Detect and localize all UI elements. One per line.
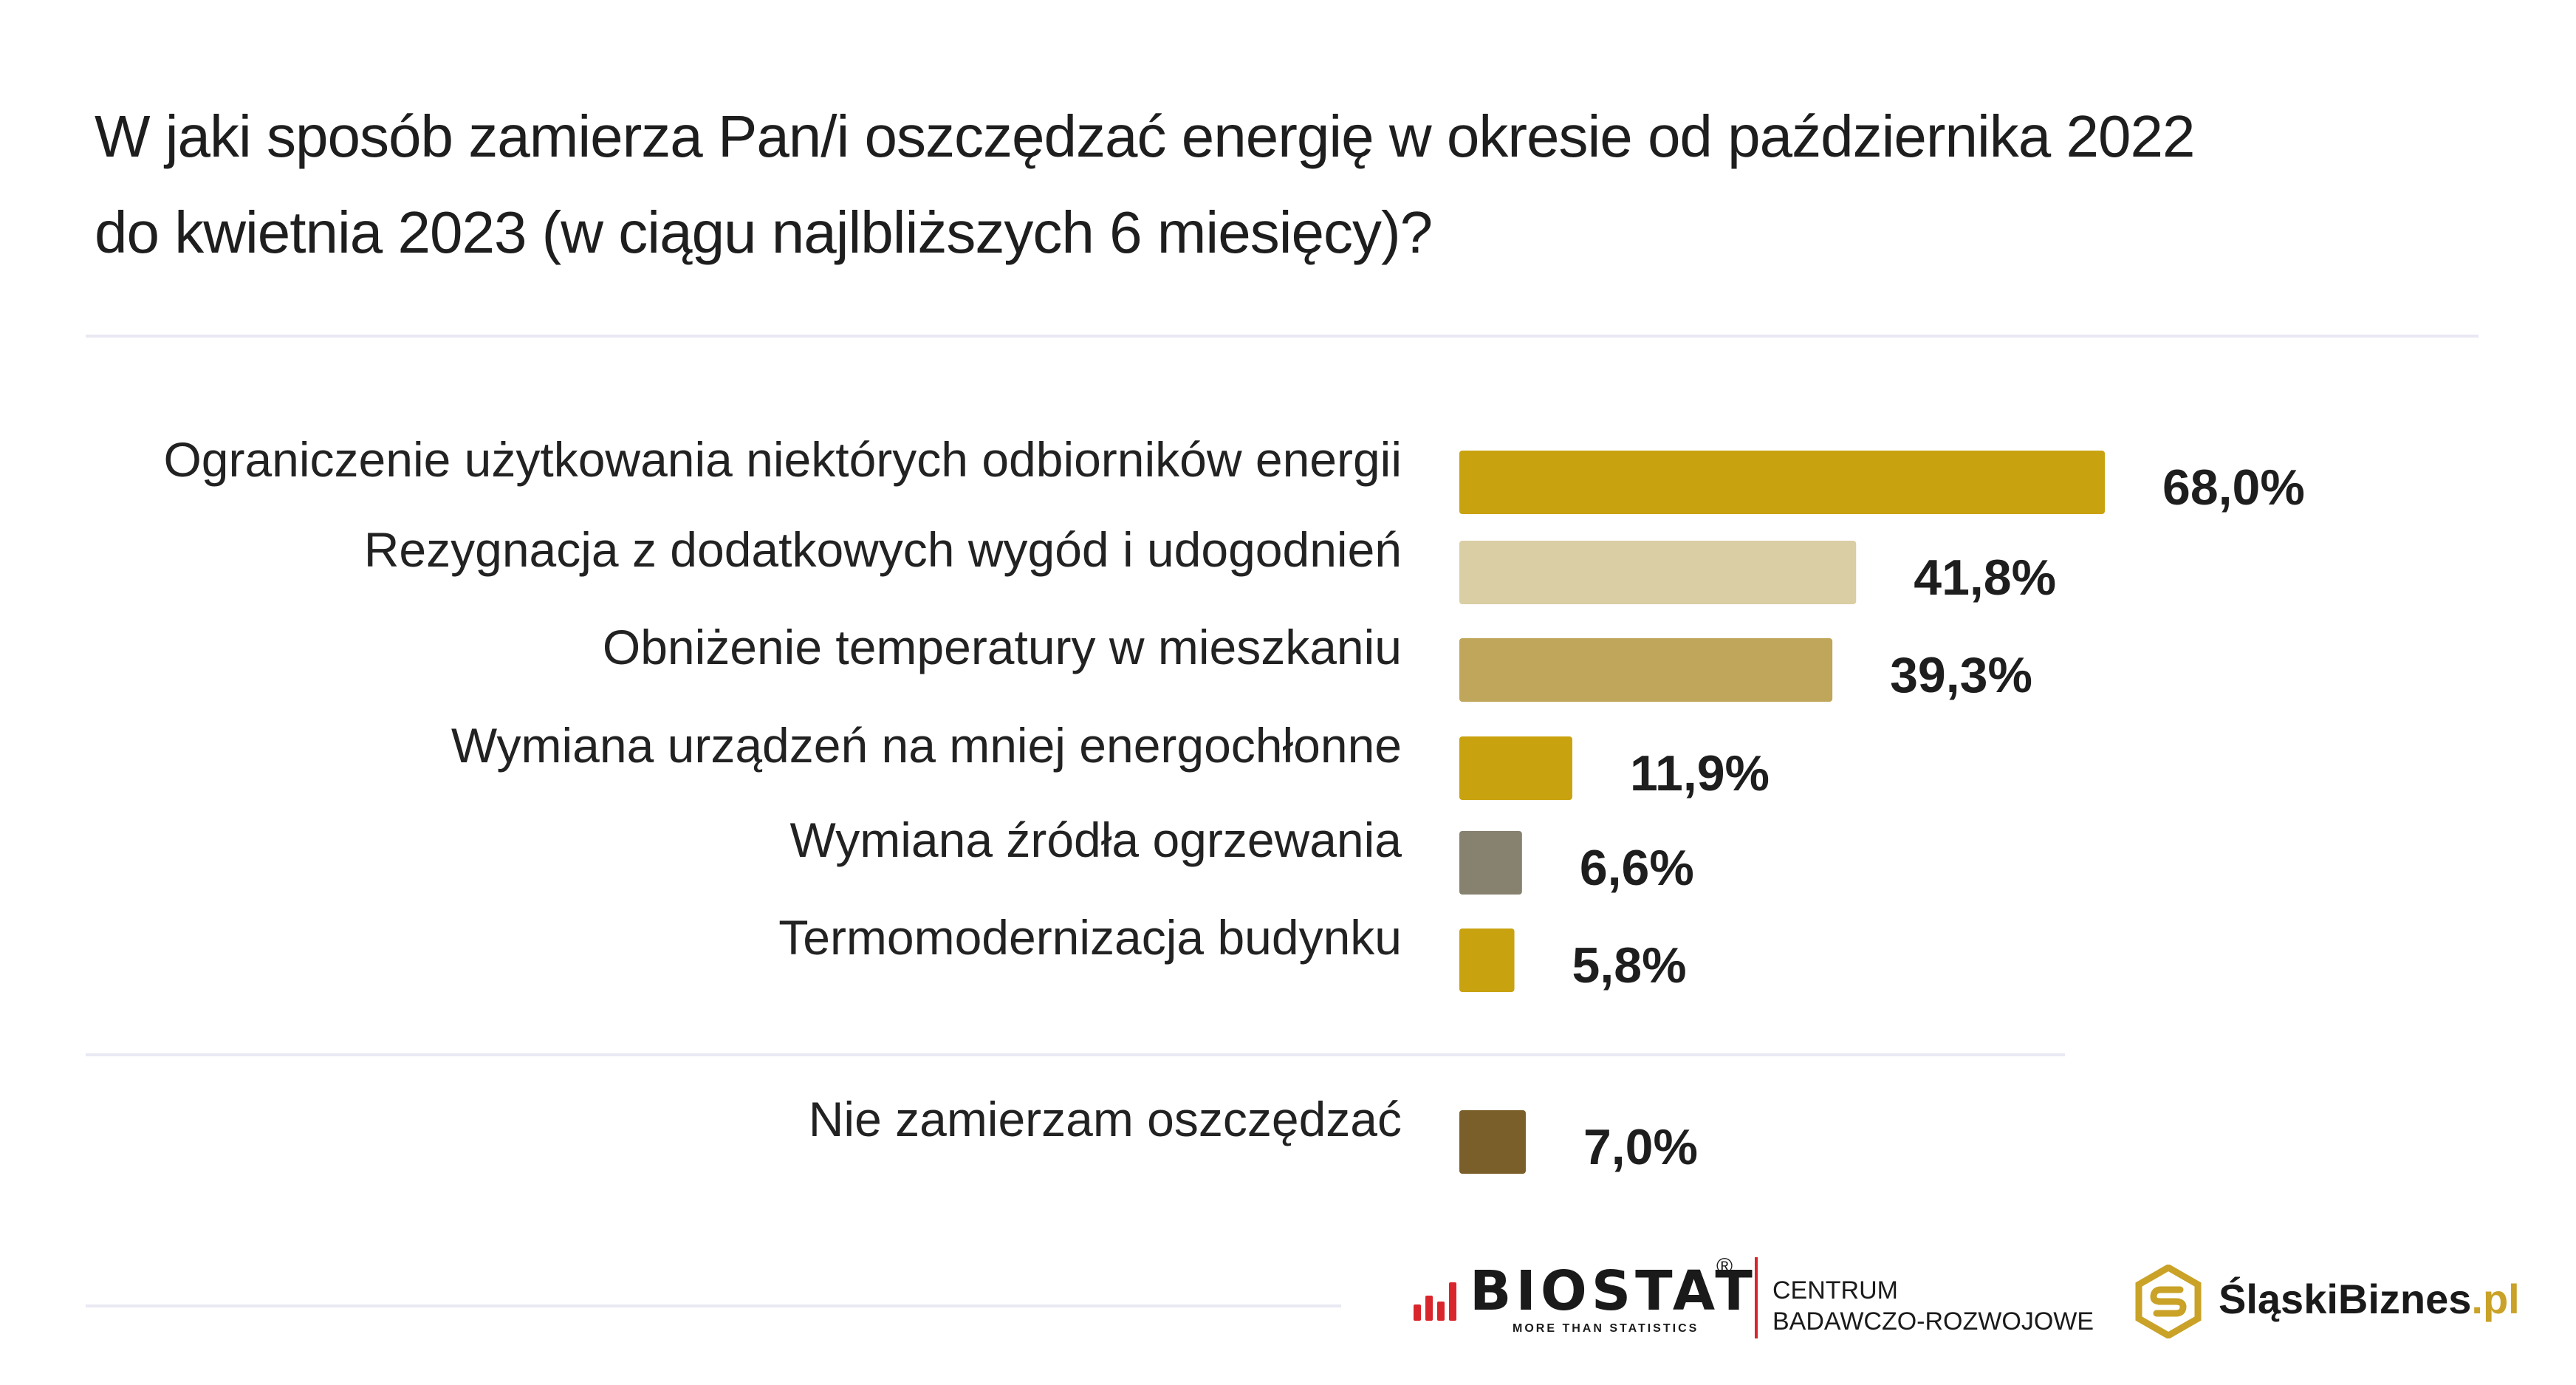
biostat-name: BIOSTAT: [1470, 1259, 1757, 1323]
category-label: Nie zamierzam oszczędzać: [809, 1092, 1402, 1146]
category-label: Wymiana źródła ogrzewania: [790, 813, 1402, 867]
bar: [1459, 929, 1515, 992]
category-label: Wymiana urządzeń na mniej energochłonne: [451, 718, 1402, 773]
category-label: Ograniczenie użytkowania niektórych odbi…: [163, 432, 1402, 487]
value-label: 6,6%: [1580, 840, 1694, 896]
biostat-registered-mark: ®: [1716, 1254, 1733, 1279]
chart-title-line-1: W jaki sposób zamierza Pan/i oszczędzać …: [95, 103, 2195, 169]
chart-title-line-2: do kwietnia 2023 (w ciągu najlbliższych …: [95, 199, 1433, 265]
biostat-center-line-2: BADAWCZO-ROZWOJOWE: [1772, 1307, 2094, 1336]
bar: [1459, 736, 1572, 800]
value-label: 39,3%: [1890, 647, 2032, 703]
biostat-bars-icon: [1414, 1282, 1461, 1321]
bar: [1459, 451, 2105, 514]
bottom-divider: [86, 1304, 1341, 1307]
bar: [1459, 831, 1522, 895]
category-label: Rezygnacja z dodatkowych wygód i udogodn…: [364, 522, 1402, 577]
biostat-logo: BIOSTAT ® MORE THAN STATISTICS CENTRUM B…: [1403, 1248, 2094, 1352]
biostat-tagline: MORE THAN STATISTICS: [1513, 1322, 1699, 1335]
value-label: 7,0%: [1583, 1119, 1698, 1175]
value-label: 11,9%: [1630, 745, 1770, 801]
biostat-separator: [1755, 1257, 1758, 1338]
slaski-biznes-domain: .pl: [2471, 1276, 2520, 1322]
slaski-biznes-name: ŚląskiBiznes: [2219, 1276, 2472, 1322]
category-label: Obniżenie temperatury w mieszkaniu: [603, 620, 1402, 674]
biostat-center-text: CENTRUM BADAWCZO-ROZWOJOWE: [1772, 1275, 2094, 1337]
bar: [1459, 541, 1857, 604]
slaski-biznes-logo: ŚląskiBiznes.pl: [2131, 1248, 2520, 1352]
middle-divider: [86, 1053, 2065, 1056]
top-divider: [86, 335, 2479, 338]
bar: [1459, 1110, 1526, 1174]
bar: [1459, 638, 1833, 702]
slaski-biznes-wordmark: ŚląskiBiznes.pl: [2219, 1275, 2520, 1323]
value-label: 5,8%: [1572, 937, 1687, 994]
category-label: Termomodernizacja budynku: [778, 910, 1402, 965]
chart-title: W jaki sposób zamierza Pan/i oszczędzać …: [95, 89, 2458, 281]
biostat-center-line-1: CENTRUM: [1772, 1276, 1898, 1304]
slaski-biznes-icon: [2135, 1265, 2202, 1338]
value-label: 68,0%: [2162, 459, 2305, 516]
value-label: 41,8%: [1914, 550, 2056, 606]
